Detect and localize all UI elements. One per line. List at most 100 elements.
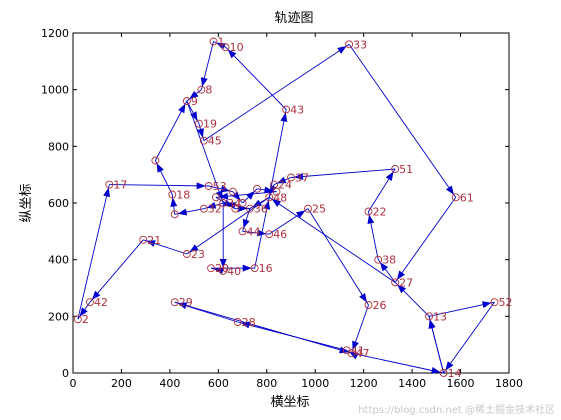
node-marker [345,40,354,49]
y-tick-label: 200 [48,310,69,323]
path-segment [186,196,270,255]
node-label: 47 [356,347,370,360]
path-segment [377,259,396,283]
y-tick-label: 800 [48,140,69,153]
path-segment [203,43,350,142]
x-tick-label: 0 [70,377,77,390]
node-marker [282,105,291,114]
x-tick-label: 1600 [447,377,475,390]
node-marker [391,278,400,287]
path-segment [394,197,457,283]
node-label: 51 [399,163,413,176]
node-marker [207,264,216,273]
node-marker [425,312,434,321]
x-tick-label: 1000 [301,377,329,390]
node-marker [170,210,179,219]
node-label: 41 [351,344,365,357]
path-segment [273,176,292,185]
path-segment [351,304,369,354]
node-marker [151,156,160,165]
path-segment [143,239,187,255]
node-marker [219,267,228,275]
path-segment [174,208,204,216]
node-marker [287,173,295,182]
x-tick-label: 200 [111,377,132,390]
x-tick-label: 1400 [398,377,426,390]
chart-title: 轨迹图 [274,11,313,26]
node-label: 20 [215,262,229,275]
path-segment [186,100,200,124]
node-label: 29 [179,296,193,309]
node-label: 24 [278,179,292,192]
node-label: 8 [205,84,212,97]
node-label: 44 [247,225,261,238]
node-marker [272,187,281,196]
path-segment [307,208,369,306]
x-tick-label: 1200 [350,377,378,390]
path-segment [443,301,495,374]
node-label: 13 [433,310,447,323]
node-marker [221,43,230,52]
node-label: 52 [498,296,512,309]
node-label: 1 [217,36,224,49]
node-marker [364,301,373,309]
node-label: 38 [382,254,396,267]
node-marker [490,298,499,307]
axis-ticks: 0 200 400 600 800 1000 1200 1400 1600 18000200400… [41,27,523,390]
node-marker [374,255,383,264]
node-marker [265,230,274,239]
path-segment [268,109,288,198]
x-axis-title: 横坐标 [270,395,309,410]
path-segment [428,301,495,317]
node-marker [168,190,177,199]
path-segment [109,182,209,190]
node-label: 32 [208,203,222,216]
y-tick-label: 600 [48,197,69,210]
node-label: 16 [259,262,273,275]
node-label: 46 [273,228,287,241]
node-marker [209,37,218,46]
x-tick-label: 800 [256,377,277,390]
path-segment [200,41,214,90]
node-label: 21 [147,234,161,247]
y-tick-label: 0 [62,367,69,380]
path-segment [394,282,430,317]
path-segment [154,160,173,195]
node-marker [342,346,351,355]
path-segment [232,191,243,204]
node-marker [195,119,203,128]
path-segment [197,123,205,141]
node-marker [245,204,254,213]
node-label: 36 [254,203,268,216]
node-label: 40 [227,265,241,278]
path-segment [225,46,287,110]
node-label: 27 [399,276,413,289]
node-label: 26 [373,299,387,312]
node-marker [233,318,242,326]
node-marker [211,193,220,202]
node-label: 19 [203,118,217,131]
node-label: 45 [208,135,222,148]
path-segment [268,196,396,283]
path-segment [351,352,444,374]
path-segment [211,264,255,272]
path-segment [368,168,396,212]
path-segment [208,185,233,193]
path-segment [154,100,188,161]
node-label: 43 [290,104,304,117]
node-marker [219,199,228,207]
node-marker [170,298,179,307]
path-segment [215,191,277,200]
node-marker [364,207,373,216]
path-segment [77,184,111,320]
node-label: 18 [176,189,190,202]
node-marker [347,349,356,358]
node-label: 33 [353,38,367,51]
node-marker [139,235,148,244]
node-marker [238,227,247,236]
node-label: 9 [191,95,198,108]
node-label: 53 [213,180,227,193]
path-segment [242,208,251,232]
y-tick-label: 1000 [41,84,69,97]
